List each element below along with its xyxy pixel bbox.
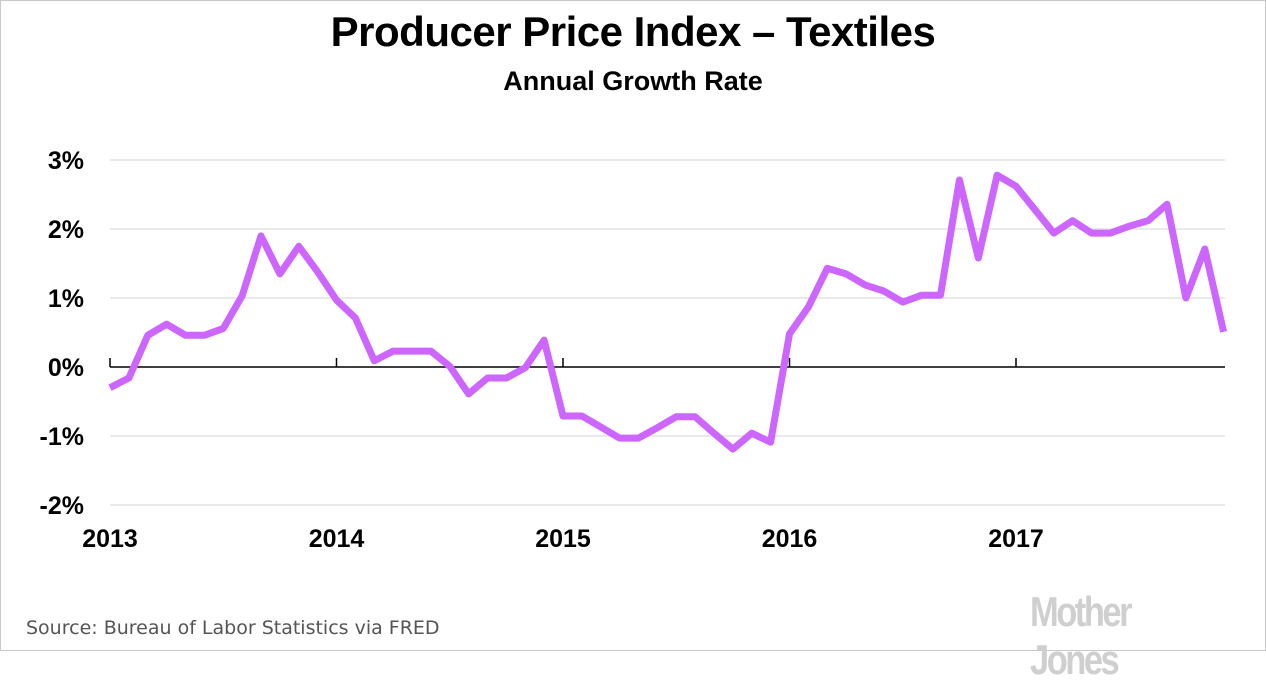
y-tick-label: -2% <box>40 492 84 520</box>
series-line <box>110 175 1224 449</box>
y-tick-label: 2% <box>48 216 84 244</box>
mother-jones-logo: Mother Jones <box>1030 588 1224 684</box>
series-group <box>110 175 1224 449</box>
y-tick-label: -1% <box>40 423 84 451</box>
x-tick-label: 2014 <box>309 525 365 553</box>
y-tick-label: 0% <box>48 354 84 382</box>
x-tick-label: 2017 <box>988 525 1044 553</box>
y-axis-ticks: 3% 2% 1% 0% -1% -2% <box>40 147 84 520</box>
source-note: Source: Bureau of Labor Statistics via F… <box>26 617 440 639</box>
x-tick-label: 2015 <box>535 525 591 553</box>
y-tick-label: 3% <box>48 147 84 175</box>
x-tick-label: 2013 <box>82 525 138 553</box>
y-tick-label: 1% <box>48 285 84 313</box>
x-axis-ticks: 2013 2014 2015 2016 2017 <box>82 358 1044 553</box>
x-tick-label: 2016 <box>762 525 818 553</box>
line-chart: 3% 2% 1% 0% -1% -2% 2013 2014 2015 2016 2017 <box>0 0 1266 651</box>
gridlines <box>110 160 1225 505</box>
